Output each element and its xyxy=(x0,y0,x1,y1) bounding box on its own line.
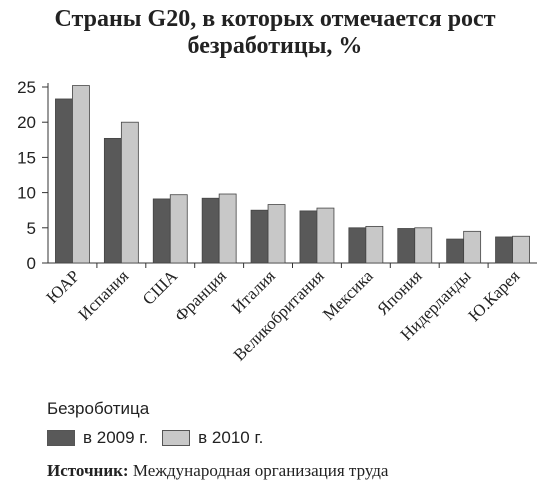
bar-2009 xyxy=(495,236,513,264)
legend-label-2009: в 2009 г. xyxy=(83,428,149,447)
x-category-label: ЮАР xyxy=(43,266,84,307)
bar-2009 xyxy=(152,198,171,264)
y-tick-label: 5 xyxy=(27,219,36,238)
bar-2010 xyxy=(463,230,482,264)
bar-2010 xyxy=(120,121,139,264)
bar-2009 xyxy=(397,228,416,264)
x-category-label: Ю.Карея xyxy=(465,266,524,325)
y-tick-label: 0 xyxy=(27,254,36,273)
legend-swatch-2010 xyxy=(162,430,191,446)
x-category-label: Франция xyxy=(171,266,230,325)
source-text: Международная организация труда xyxy=(128,461,389,480)
y-tick-label: 10 xyxy=(17,184,36,203)
legend: в 2009 г. в 2010 г. xyxy=(47,428,277,448)
y-tick-label: 25 xyxy=(17,78,36,97)
x-category-label: Мексика xyxy=(319,266,377,324)
bar-2010 xyxy=(365,225,384,264)
y-tick-label: 20 xyxy=(17,113,36,132)
bar-2010 xyxy=(414,227,433,264)
bar-2010 xyxy=(267,204,286,264)
bar-2009 xyxy=(103,137,122,264)
bar-2009 xyxy=(348,227,367,264)
y-tick-label: 15 xyxy=(17,148,36,167)
bar-2010 xyxy=(512,235,530,264)
x-category-label: Испания xyxy=(75,266,133,324)
bar-2010 xyxy=(316,207,335,264)
chart-title-line1: Страны G20, в которых отмечается рост xyxy=(54,6,496,32)
x-category-label: Великобритания xyxy=(230,266,328,364)
bar-2009 xyxy=(299,210,318,264)
legend-title: Безроботица xyxy=(47,399,150,418)
bar-2009 xyxy=(55,98,73,264)
bar-2009 xyxy=(446,238,465,264)
bar-2009 xyxy=(250,209,269,264)
source-label: Источник: xyxy=(47,461,129,480)
chart-title: Страны G20, в которых отмечается рост бе… xyxy=(0,6,550,60)
bar-2010 xyxy=(169,194,188,264)
legend-item-2009: в 2009 г. xyxy=(47,428,148,448)
legend-swatch-2009 xyxy=(47,430,75,446)
legend-item-2010: в 2010 г. xyxy=(162,428,263,448)
bar-2010 xyxy=(218,193,237,264)
source-note: Источник: Международная организация труд… xyxy=(47,461,388,481)
legend-label-2010: в 2010 г. xyxy=(198,428,264,447)
chart-title-line2: безработицы, % xyxy=(187,33,363,59)
bar-2009 xyxy=(201,197,220,264)
bar-2010 xyxy=(72,85,90,264)
x-category-label: США xyxy=(139,266,182,309)
